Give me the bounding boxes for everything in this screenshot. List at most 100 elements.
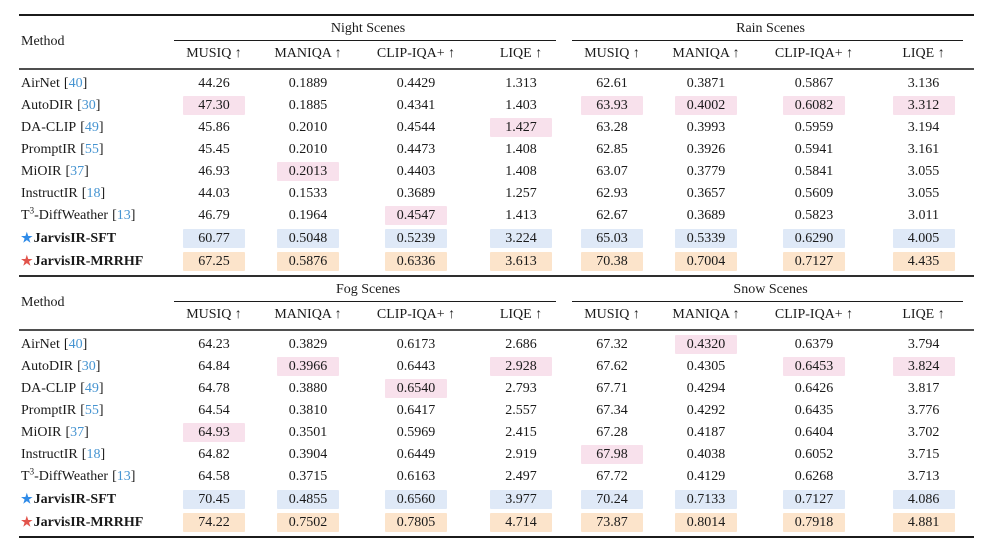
citation-link[interactable]: [18]: [82, 186, 105, 201]
metric-value: 62.85: [596, 142, 628, 157]
method-name: JarvisIR-MRRHF: [33, 515, 144, 530]
value-cell: 63.07: [567, 161, 657, 183]
method-cell: ★JarvisIR-SFT: [19, 227, 169, 250]
value-cell: 3.055: [873, 183, 974, 205]
table-row: ★JarvisIR-MRRHF 74.22 0.7502 0.7805 4.71…: [19, 511, 974, 538]
metric-value: 0.6379: [794, 337, 834, 352]
cite-number: 55: [84, 142, 99, 157]
table-row: InstructIR [18] 64.82 0.3904 0.6449 2.919…: [19, 444, 974, 466]
citation-link[interactable]: [55]: [80, 403, 103, 418]
metric-value: 70.45: [183, 489, 245, 509]
value-cell: 0.5867: [755, 69, 873, 95]
metric-value: 0.4547: [385, 206, 447, 225]
metric-value: 0.3810: [288, 403, 328, 418]
citation-link[interactable]: [30]: [77, 359, 100, 374]
value-cell: 0.8014: [657, 511, 755, 538]
value-cell: 45.45: [169, 139, 259, 161]
metric-value: 0.2010: [288, 120, 328, 135]
method-cell: MiOIR [37]: [19, 422, 169, 444]
metric-value: 0.7127: [783, 251, 846, 271]
metric-value: 67.72: [596, 469, 628, 484]
table-fog-snow: Method Fog Scenes Snow Scenes MUSIQ ↑ MA…: [19, 277, 975, 538]
value-cell: 0.3501: [259, 422, 357, 444]
value-cell: 0.7502: [259, 511, 357, 538]
method-cell: ★JarvisIR-MRRHF: [19, 250, 169, 277]
value-cell: 0.1889: [259, 69, 357, 95]
method-cell: PromptIR [55]: [19, 139, 169, 161]
citation-link[interactable]: [37]: [65, 425, 88, 440]
metric-value: 0.2010: [288, 142, 328, 157]
metric-header-musiq: MUSIQ ↑: [169, 302, 259, 331]
value-cell: 0.7805: [357, 511, 475, 538]
table-row: AirNet [40] 64.23 0.3829 0.6173 2.686 67.…: [19, 330, 974, 356]
value-cell: 0.4403: [357, 161, 475, 183]
table-row: DA-CLIP [49] 45.86 0.2010 0.4544 1.427 63…: [19, 117, 974, 139]
method-cell: ★JarvisIR-SFT: [19, 488, 169, 511]
metric-value: 0.3829: [288, 337, 328, 352]
metric-value: 45.86: [198, 120, 230, 135]
value-cell: 0.3689: [657, 205, 755, 227]
citation-link[interactable]: [40]: [64, 76, 87, 91]
metric-header-maniqa: MANIQA ↑: [657, 41, 756, 70]
value-cell: 0.4294: [657, 378, 755, 400]
citation-link[interactable]: [49]: [80, 120, 103, 135]
value-cell: 0.4320: [657, 330, 755, 356]
method-cell: DA-CLIP [49]: [19, 117, 169, 139]
star-icon-blue: ★: [21, 491, 33, 506]
metric-value: 0.5239: [385, 228, 447, 248]
cite-close-bracket: ]: [95, 359, 101, 374]
method-name: AutoDIR: [21, 98, 74, 113]
metric-value: 0.3689: [686, 208, 726, 223]
metric-value: 1.408: [505, 142, 537, 157]
value-cell: 3.702: [873, 422, 974, 444]
citation-link[interactable]: [18]: [82, 447, 105, 462]
table-row: T3-DiffWeather [13] 64.58 0.3715 0.6163 2…: [19, 466, 974, 488]
metric-header-clipiqa: CLIP-IQA+ ↑: [755, 41, 874, 70]
metric-value: 1.408: [505, 164, 537, 179]
metric-value: 0.6426: [794, 381, 834, 396]
metric-value: 3.824: [892, 357, 955, 376]
citation-link[interactable]: [55]: [80, 142, 103, 157]
citation-link[interactable]: [40]: [64, 337, 87, 352]
table-row: AutoDIR [30] 47.30 0.1885 0.4341 1.403 63…: [19, 95, 974, 117]
metric-value: 64.23: [198, 337, 230, 352]
cite-open-bracket: [: [80, 120, 85, 135]
metric-value: 0.3966: [277, 357, 339, 376]
value-cell: 0.5876: [259, 250, 357, 277]
citation-link[interactable]: [49]: [80, 381, 103, 396]
metric-value: 0.5339: [675, 228, 738, 248]
citation-link[interactable]: [13]: [112, 469, 135, 484]
method-cell: InstructIR [18]: [19, 444, 169, 466]
cite-number: 37: [70, 164, 85, 179]
citation-link[interactable]: [30]: [77, 98, 100, 113]
method-cell: InstructIR [18]: [19, 183, 169, 205]
metric-value: 0.6404: [794, 425, 834, 440]
metric-value: 0.4855: [277, 489, 339, 509]
citation-link[interactable]: [13]: [112, 208, 135, 223]
method-name-sup: 3: [29, 205, 35, 216]
metric-value: 0.6163: [396, 469, 436, 484]
metric-value: 0.4473: [396, 142, 436, 157]
metric-value: 3.011: [908, 208, 939, 223]
metric-value: 4.435: [892, 251, 955, 271]
value-cell: 1.427: [475, 117, 567, 139]
metric-value: 0.5941: [794, 142, 834, 157]
method-name: PromptIR: [21, 403, 77, 418]
metric-header-row: MUSIQ ↑ MANIQA ↑ CLIP-IQA+ ↑ LIQE ↑ MUSI…: [19, 41, 975, 70]
value-cell: 3.817: [873, 378, 974, 400]
method-name: JarvisIR-SFT: [33, 492, 117, 507]
cite-number: 49: [84, 120, 99, 135]
metric-value: 0.6173: [396, 337, 436, 352]
value-cell: 62.67: [567, 205, 657, 227]
value-cell: 4.881: [873, 511, 974, 538]
citation-link[interactable]: [37]: [65, 164, 88, 179]
value-cell: 62.85: [567, 139, 657, 161]
cite-open-bracket: [: [65, 425, 71, 440]
cite-number: 40: [68, 337, 83, 352]
metric-value: 44.03: [198, 186, 230, 201]
value-cell: 47.30: [169, 95, 259, 117]
value-cell: 0.3904: [259, 444, 357, 466]
metric-value: 0.7004: [675, 251, 738, 271]
method-name: PromptIR: [21, 142, 77, 157]
metric-header-maniqa: MANIQA ↑: [259, 302, 357, 331]
